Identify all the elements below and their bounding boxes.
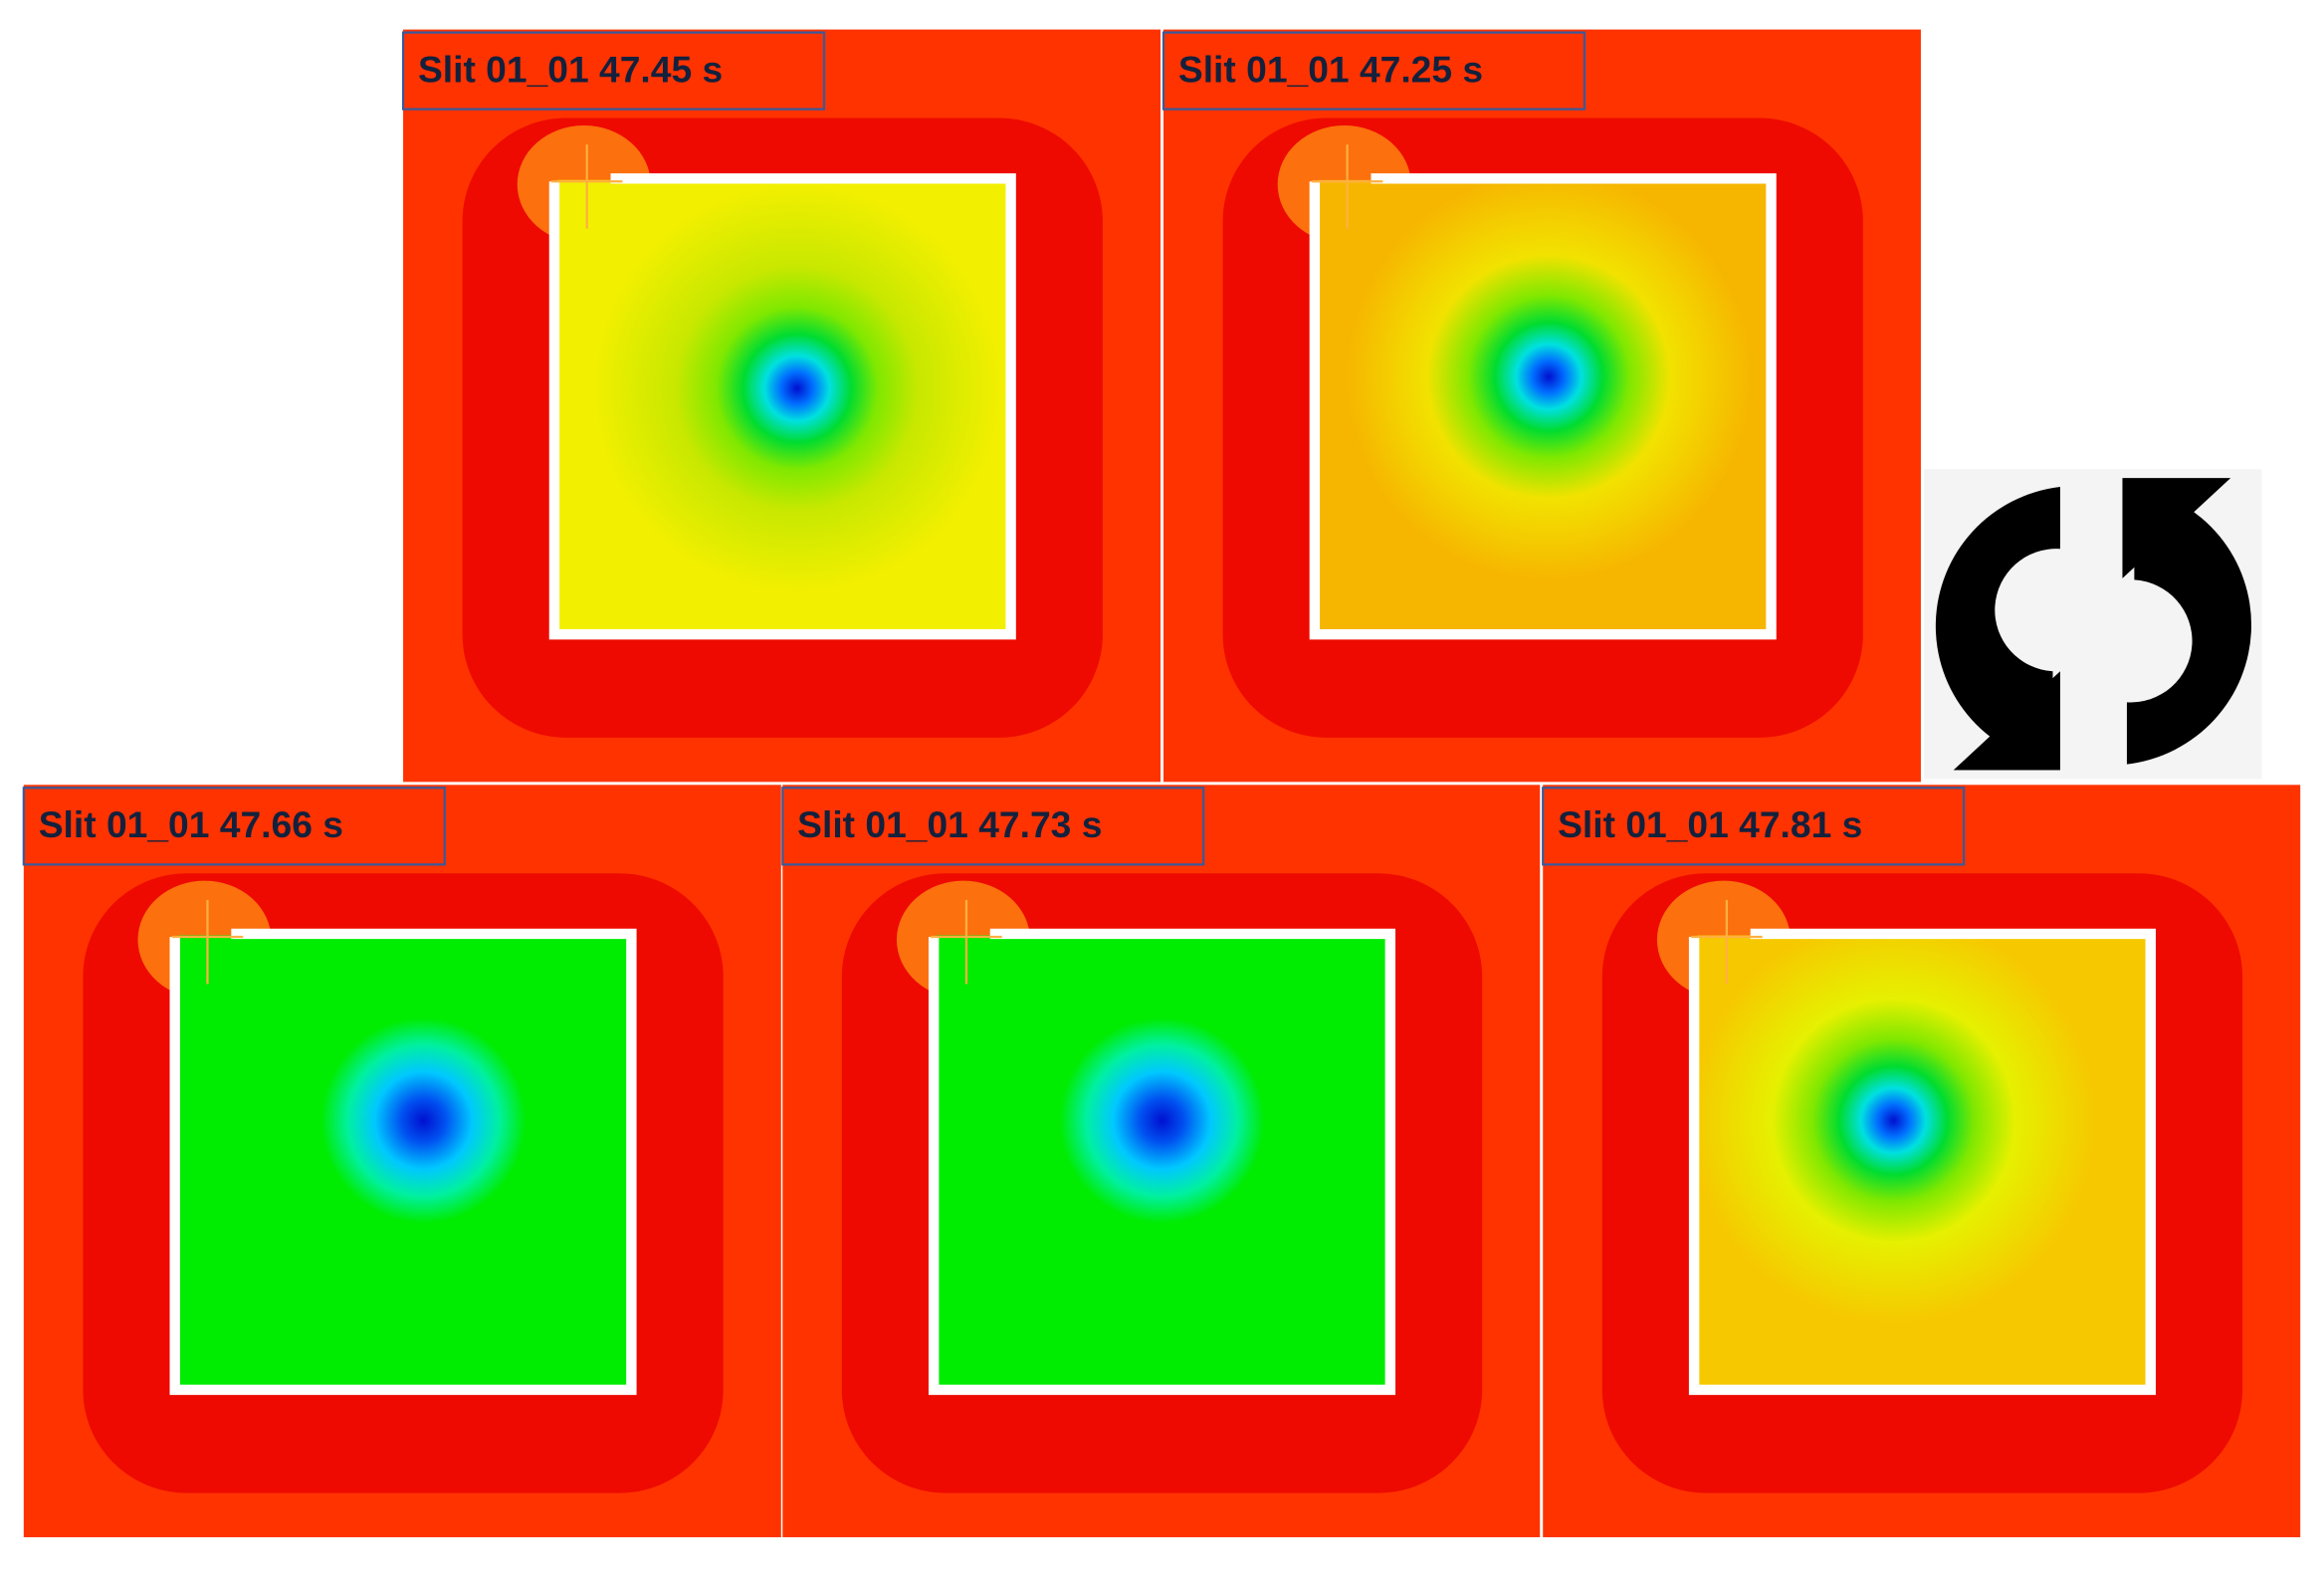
domain-field (1317, 179, 1769, 632)
domain-field (177, 935, 629, 1387)
label-box (1542, 787, 1966, 866)
probe-marker (1311, 144, 1383, 229)
probe-marker (1691, 899, 1763, 985)
refresh-icon (1923, 469, 2262, 780)
label-box (22, 787, 446, 866)
domain-field (556, 179, 1008, 632)
panel-label: Slit 01_01 47.25 s (1178, 48, 1483, 90)
sim-panel: Slit 01_01 47.66 s (22, 785, 781, 1538)
sim-panel: Slit 01_01 47.73 s (781, 785, 1541, 1538)
panel-label: Slit 01_01 47.81 s (1558, 803, 1862, 845)
slit-wall (1309, 173, 1777, 640)
domain-field (937, 935, 1387, 1387)
panel-label: Slit 01_01 47.73 s (797, 803, 1102, 845)
sim-panel: Slit 01_01 47.45 s (401, 29, 1162, 783)
label-box (1162, 31, 1586, 111)
slit-wall (169, 928, 637, 1396)
panel-label: Slit 01_01 47.66 s (39, 803, 343, 845)
probe-marker (550, 144, 623, 229)
slit-wall (928, 928, 1396, 1396)
probe-marker (171, 899, 244, 985)
panel-label: Slit 01_01 47.45 s (418, 48, 723, 90)
domain-field (1697, 935, 2148, 1387)
sim-panel: Slit 01_01 47.25 s (1162, 29, 1921, 783)
slit-wall (548, 173, 1016, 640)
label-box (401, 31, 826, 111)
probe-marker (931, 899, 1002, 985)
slit-wall (1688, 928, 2156, 1396)
sim-panel: Slit 01_01 47.81 s (1542, 785, 2301, 1538)
label-box (781, 787, 1205, 866)
